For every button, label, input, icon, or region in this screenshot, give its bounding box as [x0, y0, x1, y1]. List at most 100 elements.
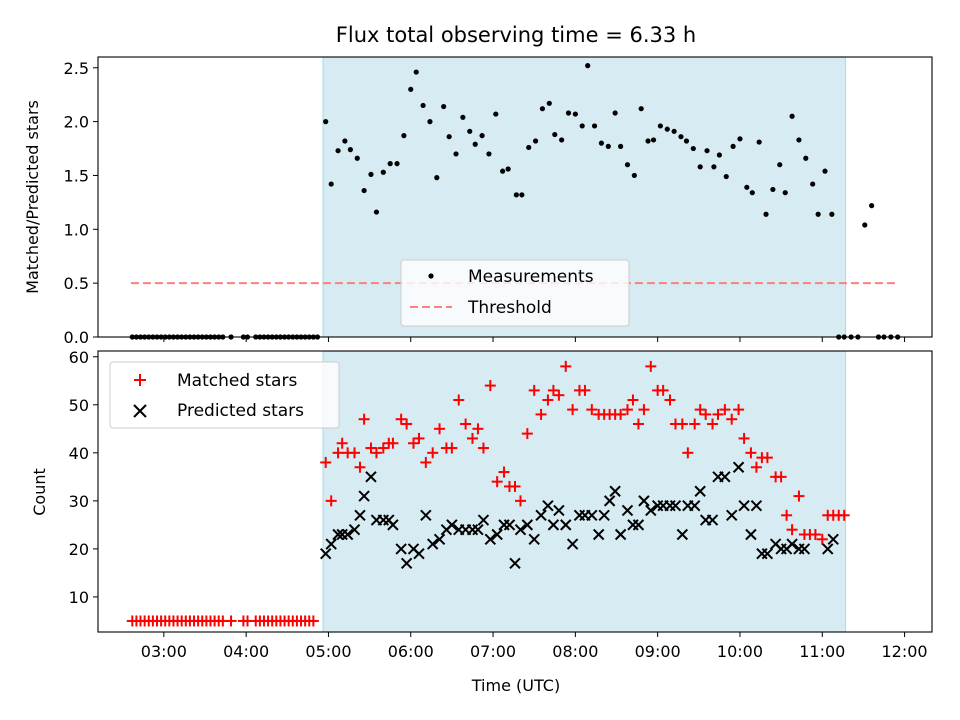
measurement-point — [532, 138, 539, 144]
ratio-ytick-label: 2.5 — [64, 59, 89, 78]
measurement-point — [777, 162, 783, 168]
predicted-star-point — [638, 495, 650, 507]
matched-star-point — [712, 408, 724, 420]
measurement-point — [591, 123, 598, 129]
matched-star-point — [420, 456, 432, 468]
predicted-star-point — [503, 519, 516, 531]
matched-star-point — [761, 452, 773, 464]
measurement-point — [479, 133, 485, 139]
predicted-star-point — [477, 514, 490, 526]
matched-star-point — [491, 476, 503, 488]
measurement-point — [704, 148, 710, 154]
measurement-point — [650, 137, 657, 143]
predicted-star-point — [542, 499, 554, 512]
predicted-star-point — [553, 504, 565, 517]
matched-star-point — [225, 615, 237, 627]
measurement-point — [394, 161, 400, 167]
legend-predicted-marker — [133, 404, 147, 418]
predicted-star-point — [609, 485, 621, 497]
predicted-star-point — [514, 523, 527, 536]
predicted-star-point — [745, 528, 757, 541]
measurement-point — [618, 143, 624, 149]
measurement-point — [770, 186, 776, 193]
matched-star-point — [786, 524, 798, 536]
measurement-point — [493, 111, 499, 117]
predicted-star-point — [446, 519, 458, 531]
predicted-star-point — [348, 523, 361, 536]
matched-star-point — [354, 461, 366, 473]
measurement-point — [467, 128, 473, 134]
matched-star-point — [477, 442, 489, 454]
matched-star-point — [413, 432, 425, 444]
ratio-legend-box — [400, 259, 630, 327]
predicted-star-point — [319, 547, 332, 560]
measurement-point — [645, 138, 651, 144]
matched-star-point — [750, 461, 762, 473]
matched-star-point — [719, 404, 731, 416]
measurement-point — [453, 151, 459, 157]
legend-threshold-label: Threshold — [467, 298, 552, 318]
count-panel-ylabel: Count — [30, 468, 49, 516]
predicted-star-point — [822, 543, 834, 555]
measurement-point — [380, 169, 386, 175]
matched-star-point — [733, 404, 745, 416]
predicted-star-point — [688, 499, 701, 512]
measurement-point — [815, 211, 821, 217]
predicted-star-point — [632, 519, 645, 531]
count-xtick-label: 06:00 — [388, 642, 434, 661]
predicted-star-point — [645, 504, 657, 517]
predicted-star-point — [827, 533, 839, 546]
measurement-point — [441, 103, 447, 110]
matched-star-point — [387, 437, 399, 449]
matched-star-point — [657, 384, 669, 396]
measurement-point — [624, 162, 631, 168]
matched-star-point — [446, 442, 458, 454]
matched-star-point — [638, 404, 650, 416]
measurement-point — [387, 161, 393, 167]
legend-measurements-label: Measurements — [468, 267, 594, 287]
count-plot-frame — [97, 350, 933, 633]
count-ytick-label: 40 — [69, 444, 89, 463]
predicted-star-point — [719, 471, 731, 483]
matched-star-point — [553, 389, 565, 401]
matched-star-point — [775, 471, 787, 483]
matched-star-point — [466, 432, 478, 444]
matched-star-point — [365, 442, 377, 454]
matched-star-point — [682, 447, 694, 459]
series-matched-stars — [126, 360, 850, 627]
matched-star-point — [434, 423, 446, 435]
matched-star-point — [627, 394, 639, 406]
matched-star-point — [645, 360, 657, 372]
matched-star-point — [528, 384, 540, 396]
predicted-star-point — [621, 504, 634, 517]
matched-star-point — [395, 413, 407, 425]
measurement-point — [716, 152, 722, 158]
measurement-point — [368, 171, 374, 177]
predicted-star-point — [535, 509, 547, 521]
measurement-point — [657, 123, 664, 129]
count-ytick-label: 30 — [69, 492, 89, 511]
predicted-star-point — [547, 519, 560, 531]
measurement-point — [401, 133, 407, 139]
matched-star-point — [664, 394, 676, 406]
matched-star-point — [838, 509, 850, 521]
predicted-star-point — [358, 490, 370, 502]
measurement-point — [579, 123, 585, 129]
predicted-star-point — [387, 519, 399, 531]
predicted-star-point — [528, 533, 540, 546]
predicted-star-point — [614, 528, 627, 541]
matched-star-point — [325, 495, 337, 507]
matched-star-point — [332, 447, 344, 459]
ratio-ytick-label: 1.5 — [64, 166, 89, 185]
predicted-star-point — [694, 485, 706, 497]
predicted-star-point — [786, 538, 798, 550]
measurement-point — [526, 144, 532, 151]
measurement-point — [638, 106, 644, 112]
matched-star-point — [547, 384, 559, 396]
measurement-point — [323, 119, 329, 125]
matched-star-point — [370, 447, 382, 459]
count-panel-xlabel: Time (UTC) — [471, 676, 560, 695]
predicted-star-point — [566, 538, 579, 550]
ratio-legend: Measurements Threshold — [400, 259, 630, 327]
